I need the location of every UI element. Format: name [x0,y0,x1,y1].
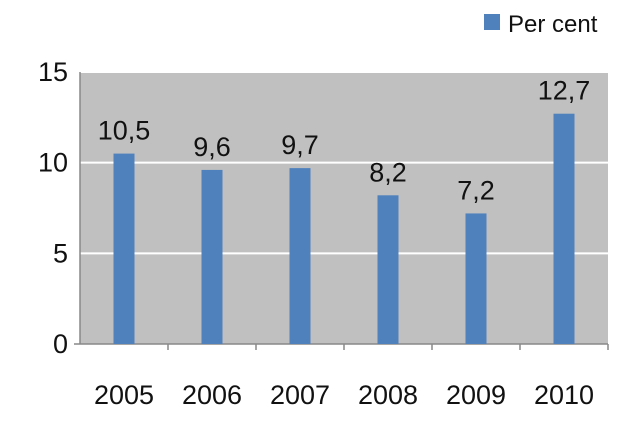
legend: Per cent [484,11,598,38]
legend-swatch [484,14,500,30]
data-label: 7,2 [457,175,495,205]
x-tick-label: 2010 [534,380,594,410]
bar [377,195,399,344]
bar [289,168,311,344]
y-tick-label: 15 [38,57,68,87]
bar [113,153,135,344]
bar [465,213,487,344]
data-label: 9,7 [281,130,319,160]
data-label: 12,7 [538,76,591,106]
data-label: 10,5 [98,116,151,146]
data-label: 9,6 [193,132,231,162]
plot-background [80,72,608,344]
x-tick-label: 2007 [270,380,330,410]
plot-area: 0 5 10 15 10,5 2005 9,6 2006 9,7 2007 8,2 2008 7,2 20… [38,57,609,410]
data-label: 8,2 [369,157,407,187]
x-tick-label: 2006 [182,380,242,410]
x-tick-label: 2009 [446,380,506,410]
bar [201,169,223,344]
y-tick-label: 0 [53,329,68,359]
bar [553,113,575,344]
y-tick-label: 5 [53,238,68,268]
x-tick-label: 2005 [94,380,154,410]
x-tick-label: 2008 [358,380,418,410]
y-tick-label: 10 [38,148,68,178]
legend-label: Per cent [508,11,598,38]
